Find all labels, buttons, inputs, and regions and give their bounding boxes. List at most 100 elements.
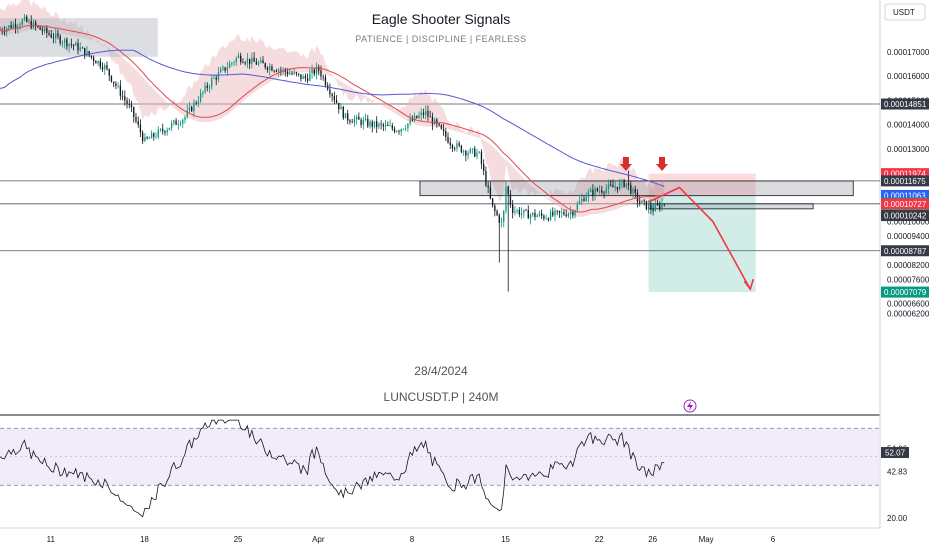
candle xyxy=(373,121,376,129)
candle-body xyxy=(72,44,75,46)
candle-body xyxy=(182,119,184,124)
candle-body xyxy=(500,222,503,223)
candle xyxy=(228,60,231,69)
candle xyxy=(95,60,97,64)
candle-body xyxy=(514,211,516,213)
candle xyxy=(447,132,449,144)
candle-body xyxy=(598,190,601,192)
candle xyxy=(483,159,485,176)
candle-body xyxy=(97,60,99,64)
candle-body xyxy=(41,29,44,32)
candle-body xyxy=(126,100,128,105)
candle-body xyxy=(175,120,177,125)
candle xyxy=(536,213,538,218)
candle xyxy=(224,66,226,73)
candle-body xyxy=(186,110,188,117)
candle xyxy=(159,127,162,132)
candle xyxy=(14,18,17,34)
candle xyxy=(188,102,191,113)
candle xyxy=(518,207,521,218)
candle xyxy=(75,41,77,46)
candle xyxy=(567,212,570,219)
candle-body xyxy=(23,16,26,20)
supply-zone xyxy=(419,180,854,197)
candle-body xyxy=(12,24,15,28)
candle xyxy=(146,136,148,140)
candle-body xyxy=(610,184,612,186)
candle-body xyxy=(304,76,307,79)
candle-body xyxy=(418,115,420,119)
candle-body xyxy=(253,57,255,62)
candle-body xyxy=(329,89,331,95)
candle xyxy=(382,122,385,132)
candle-body xyxy=(52,37,55,39)
candle-body xyxy=(48,32,50,35)
candle xyxy=(389,119,391,127)
price-tick-label: 0.00016000 xyxy=(887,72,930,81)
candle-body xyxy=(211,78,213,87)
candle-body xyxy=(547,218,549,221)
candle-body xyxy=(567,213,570,217)
candle-body xyxy=(507,186,509,195)
candle-body xyxy=(235,57,237,63)
candle-body xyxy=(376,121,378,128)
candle-body xyxy=(583,198,585,202)
candle xyxy=(520,207,523,220)
candle xyxy=(306,73,309,84)
price-tag: 0.00011675 xyxy=(881,175,929,187)
candle-body xyxy=(355,116,358,120)
candle-body xyxy=(405,128,407,130)
candle xyxy=(527,205,529,219)
candle xyxy=(277,67,280,77)
candle-body xyxy=(494,205,496,212)
candle xyxy=(469,147,471,154)
candle-body xyxy=(237,55,240,58)
lightning-icon[interactable] xyxy=(683,399,697,413)
candle xyxy=(569,206,572,220)
candle xyxy=(275,68,278,73)
candle xyxy=(422,108,425,119)
candle-body xyxy=(199,93,202,102)
candle-body xyxy=(146,137,148,139)
candle-body xyxy=(545,218,547,220)
candle-body xyxy=(197,101,200,104)
candle xyxy=(179,120,182,126)
candle xyxy=(480,149,483,170)
candle xyxy=(68,43,70,53)
candle-body xyxy=(656,204,659,206)
candle xyxy=(409,113,411,126)
signal-arrows xyxy=(619,157,669,171)
candle xyxy=(632,186,634,198)
candle-body xyxy=(636,192,639,202)
candle-body xyxy=(433,119,436,125)
candle-body xyxy=(331,94,333,97)
candle xyxy=(164,130,166,136)
price-tag: 0.00011063 xyxy=(881,190,929,202)
candle xyxy=(643,199,645,206)
candle xyxy=(113,81,115,88)
time-axis: 11 18 25 Apr 8 15 22 26 May 6 xyxy=(47,535,776,544)
candle-body xyxy=(77,42,79,51)
candle xyxy=(193,99,195,118)
currency-button[interactable] xyxy=(884,3,926,21)
ma-slow-line xyxy=(0,49,665,187)
rsi-current-bg xyxy=(881,447,909,459)
candle-body xyxy=(335,100,338,103)
candle xyxy=(46,25,48,38)
candle-body xyxy=(643,200,645,202)
candle xyxy=(242,58,244,64)
candle-body xyxy=(467,152,469,156)
candle-body xyxy=(572,211,574,216)
candle-body xyxy=(255,61,258,65)
candle-body xyxy=(654,204,656,212)
candle-body xyxy=(592,189,594,196)
candle-body xyxy=(618,182,621,190)
candle-body xyxy=(269,66,271,70)
time-tick-label: 6 xyxy=(771,535,776,544)
candle xyxy=(552,207,554,218)
candle xyxy=(605,183,607,197)
candle xyxy=(402,128,405,131)
candle-body xyxy=(340,106,342,110)
